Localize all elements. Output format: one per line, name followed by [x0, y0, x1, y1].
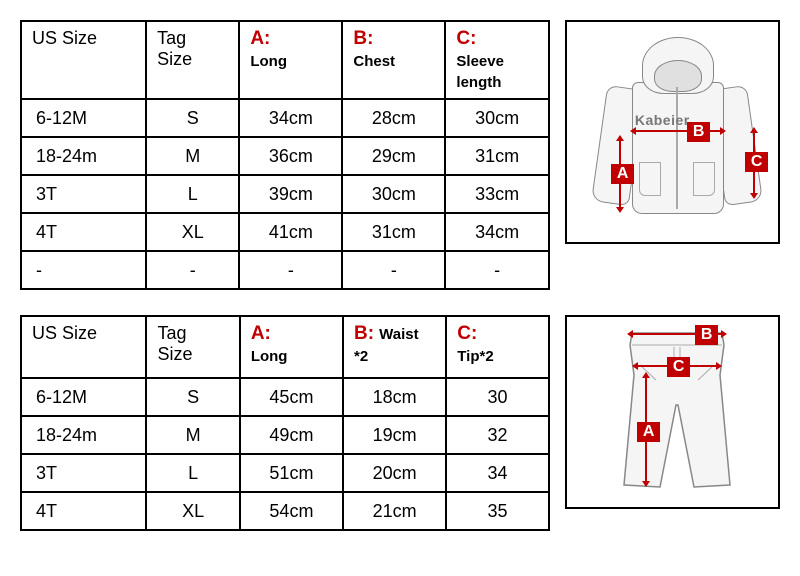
hoodie-diagram: Kabeier B A C: [565, 20, 780, 244]
pants-svg-icon: [612, 325, 742, 497]
table-row: 4TXL41cm31cm34cm: [21, 213, 549, 251]
measure-b-label: B: [695, 325, 719, 345]
header-c: C: Tip*2: [446, 316, 549, 378]
measure-b-label: B: [687, 122, 711, 142]
measure-a-label: A: [637, 422, 661, 442]
bottom-section: US Size Tag Size A: Long B: Waist *2 C: …: [20, 315, 780, 531]
top-section: US Size Tag Size A: Long B: Chest C: Sle…: [20, 20, 780, 290]
table-header-row: US Size Tag Size A: Long B: Chest C: Sle…: [21, 21, 549, 99]
header-a: A: Long: [239, 21, 342, 99]
header-us-size: US Size: [21, 21, 146, 99]
measure-c-label: C: [667, 357, 691, 377]
table-row: 3TL51cm20cm34: [21, 454, 549, 492]
header-tag-size: Tag Size: [146, 21, 239, 99]
header-tag-size: Tag Size: [146, 316, 239, 378]
bottom-table-body: 6-12MS45cm18cm30 18-24mM49cm19cm32 3TL51…: [21, 378, 549, 530]
table-header-row: US Size Tag Size A: Long B: Waist *2 C: …: [21, 316, 549, 378]
hoodie-pocket-left: [639, 162, 661, 196]
pants-diagram: B C A: [565, 315, 780, 509]
table-row: 18-24mM49cm19cm32: [21, 416, 549, 454]
table-row: 6-12MS34cm28cm30cm: [21, 99, 549, 137]
table-row: 18-24mM36cm29cm31cm: [21, 137, 549, 175]
header-us-size: US Size: [21, 316, 146, 378]
header-c: C: Sleeve length: [445, 21, 548, 99]
hoodie-brand-text: Kabeier: [635, 112, 690, 128]
hoodie-zipper: [676, 87, 678, 209]
table-row: 4TXL54cm21cm35: [21, 492, 549, 530]
header-b: B: Waist *2: [343, 316, 446, 378]
header-a: A: Long: [240, 316, 343, 378]
hoodie-pocket-right: [693, 162, 715, 196]
measure-a-label: A: [611, 164, 635, 184]
bottom-size-table: US Size Tag Size A: Long B: Waist *2 C: …: [20, 315, 550, 531]
table-row: -----: [21, 251, 549, 289]
table-row: 3TL39cm30cm33cm: [21, 175, 549, 213]
measure-c-label: C: [745, 152, 769, 172]
top-table-body: 6-12MS34cm28cm30cm 18-24mM36cm29cm31cm 3…: [21, 99, 549, 289]
pants-sketch: [612, 325, 742, 497]
top-size-table: US Size Tag Size A: Long B: Chest C: Sle…: [20, 20, 550, 290]
hoodie-hood-inner: [654, 60, 702, 92]
table-row: 6-12MS45cm18cm30: [21, 378, 549, 416]
header-b: B: Chest: [342, 21, 445, 99]
